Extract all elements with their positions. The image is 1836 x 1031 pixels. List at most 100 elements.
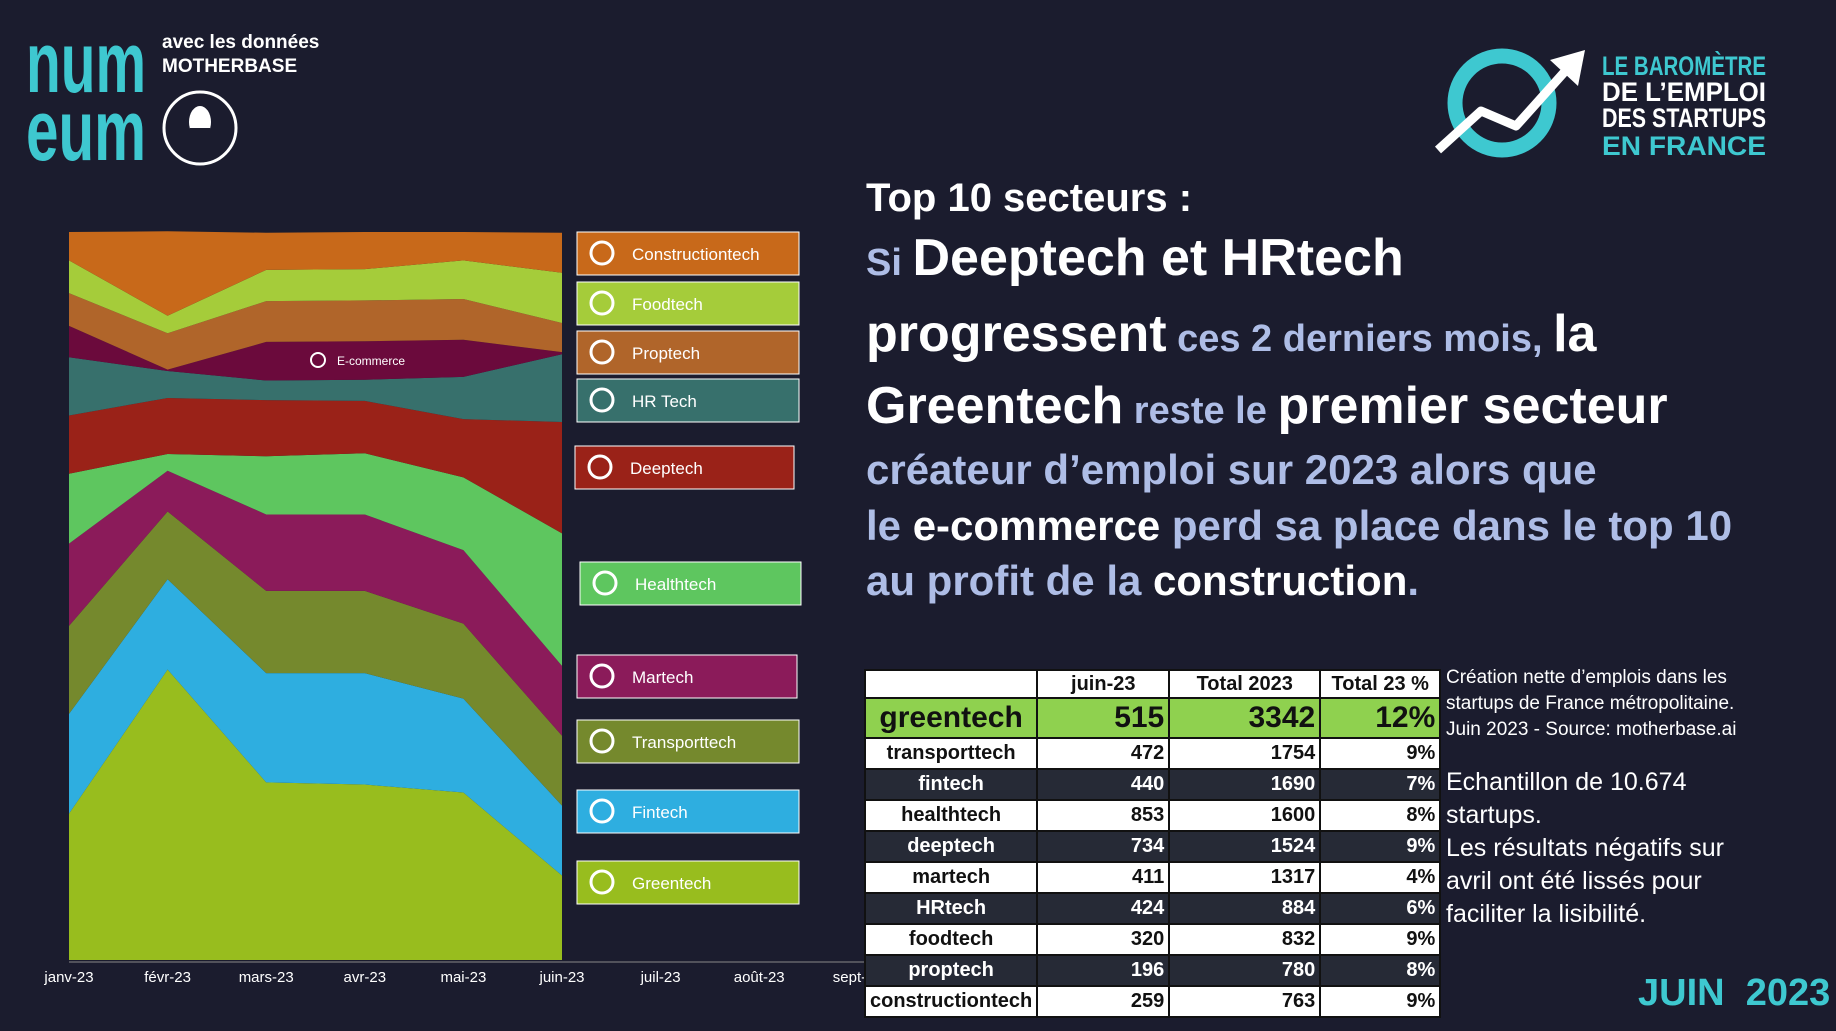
area (69, 293, 562, 370)
headline-text: reste le (1123, 390, 1278, 432)
headline-text: construction (1153, 557, 1408, 604)
x-tick-label: août-23 (734, 969, 785, 986)
legend-label: Foodtech (632, 295, 703, 314)
table-cell: 1317 (1168, 861, 1322, 894)
table-cell: 9% (1319, 830, 1442, 863)
table-cell: deeptech (863, 830, 1039, 863)
area (69, 231, 562, 316)
legend-label: Proptech (632, 344, 700, 363)
legend-label: Deeptech (630, 459, 703, 478)
table-row: foodtech 320 832 9% (863, 923, 1442, 956)
headline-text: progressent (866, 305, 1167, 363)
headline-text: . (1407, 557, 1420, 604)
table-cell: 259 (1036, 985, 1171, 1018)
table-cell: 4% (1319, 861, 1442, 894)
table-cell: 9% (1319, 923, 1442, 956)
note-line: Echantillon de 10.674 (1446, 768, 1687, 796)
logo-tagline: avec les données (162, 32, 319, 53)
legend-label: Greentech (632, 874, 711, 893)
table-cell: 3342 (1168, 697, 1322, 739)
table-cell: proptech (863, 954, 1039, 987)
legend-icon (589, 869, 615, 895)
area (69, 354, 562, 423)
header-cell (863, 669, 1039, 699)
table-cell: greentech (863, 697, 1039, 739)
barometer-title: LE BAROMÈTRE (1602, 50, 1766, 81)
legend-icon (592, 570, 618, 596)
table-row: martech 411 1317 4% (863, 861, 1442, 894)
legend-icon (589, 798, 615, 824)
table-cell: 12% (1319, 697, 1442, 739)
note-line: Création nette d’emplois dans les (1446, 667, 1727, 688)
table-cell: 196 (1036, 954, 1171, 987)
headline-text: Greentech (866, 377, 1124, 435)
footer-date: JUIN 2023 (1638, 972, 1831, 1014)
area (69, 397, 562, 534)
area (69, 453, 562, 666)
area-label: E-commerce (337, 354, 405, 368)
note-line: startups de France métropolitaine. (1446, 693, 1735, 714)
note-line: avril ont été lissés pour (1446, 867, 1702, 895)
table-cell: HRtech (863, 892, 1039, 925)
area (69, 470, 562, 736)
table-row: healthtech 853 1600 8% (863, 799, 1442, 832)
headline-line: au profit de la construction. (866, 557, 1419, 605)
logo-tagline: MOTHERBASE (162, 56, 297, 77)
table-cell: 8% (1319, 954, 1442, 987)
barometer-title: DE L’EMPLOI (1602, 77, 1766, 107)
table-cell: 472 (1036, 737, 1171, 770)
note-line: Les résultats négatifs sur (1446, 834, 1724, 862)
headline-text: perd sa place dans le top 10 (1160, 502, 1733, 549)
table-cell: 6% (1319, 892, 1442, 925)
table-row: fintech 440 1690 7% (863, 768, 1442, 801)
table-cell: 1524 (1168, 830, 1322, 863)
data-table: juin-23 Total 2023 Total 23 % greentech 515 3… (863, 669, 1442, 1018)
headline-text: le (866, 502, 913, 549)
legend-swatch (576, 789, 800, 834)
x-tick-label: janv-23 (43, 969, 93, 986)
legend-label: Constructiontech (632, 245, 760, 264)
table-cell: 734 (1036, 830, 1171, 863)
table-row: deeptech 734 1524 9% (863, 830, 1442, 863)
headline-text: premier secteur (1277, 377, 1668, 435)
area (69, 579, 562, 876)
table-cell: 440 (1036, 768, 1171, 801)
note-line: Juin 2023 - Source: motherbase.ai (1446, 719, 1737, 740)
headline-text: la (1553, 305, 1597, 363)
table-row: HRtech 424 884 6% (863, 892, 1442, 925)
barometer-title: EN FRANCE (1602, 131, 1766, 161)
table-cell: fintech (863, 768, 1039, 801)
note-line: startups. (1446, 801, 1542, 829)
headline-line: progressent ces 2 derniers mois, la (866, 304, 1596, 364)
headline-text: e-commerce (912, 502, 1161, 549)
table-cell: 424 (1036, 892, 1171, 925)
x-tick-label: mars-23 (239, 969, 294, 986)
table-cell: 884 (1168, 892, 1322, 925)
table-cell: 780 (1168, 954, 1322, 987)
legend-label: Healthtech (635, 575, 716, 594)
headline-line: créateur d’emploi sur 2023 alors que (866, 446, 1597, 494)
table-row: transporttech 472 1754 9% (863, 737, 1442, 770)
table-row: greentech 515 3342 12% (863, 697, 1442, 739)
headline-text: Si (866, 242, 913, 284)
x-tick-label: juin-23 (538, 969, 584, 986)
legend-icon (589, 728, 615, 754)
table-cell: 9% (1319, 737, 1442, 770)
barometer-title: DES STARTUPS (1602, 103, 1766, 133)
headline-text: au profit de la (866, 557, 1154, 604)
headline-line: le e-commerce perd sa place dans le top … (866, 502, 1732, 550)
legend-label: Transporttech (632, 733, 736, 752)
table-cell: 1690 (1168, 768, 1322, 801)
table-cell: 1754 (1168, 737, 1322, 770)
table-cell: foodtech (863, 923, 1039, 956)
note-line: faciliter la lisibilité. (1446, 900, 1647, 928)
table-cell: 763 (1168, 985, 1322, 1018)
x-tick-label: mai-23 (440, 969, 486, 986)
legend-icon (587, 454, 613, 480)
table-header: juin-23 Total 2023 Total 23 % (863, 669, 1442, 699)
x-tick-label: févr-23 (144, 969, 191, 986)
table-cell: 515 (1036, 697, 1171, 739)
header-cell: Total 23 % (1319, 669, 1442, 699)
legend-label: Martech (632, 668, 693, 687)
legend-icon (589, 290, 615, 316)
